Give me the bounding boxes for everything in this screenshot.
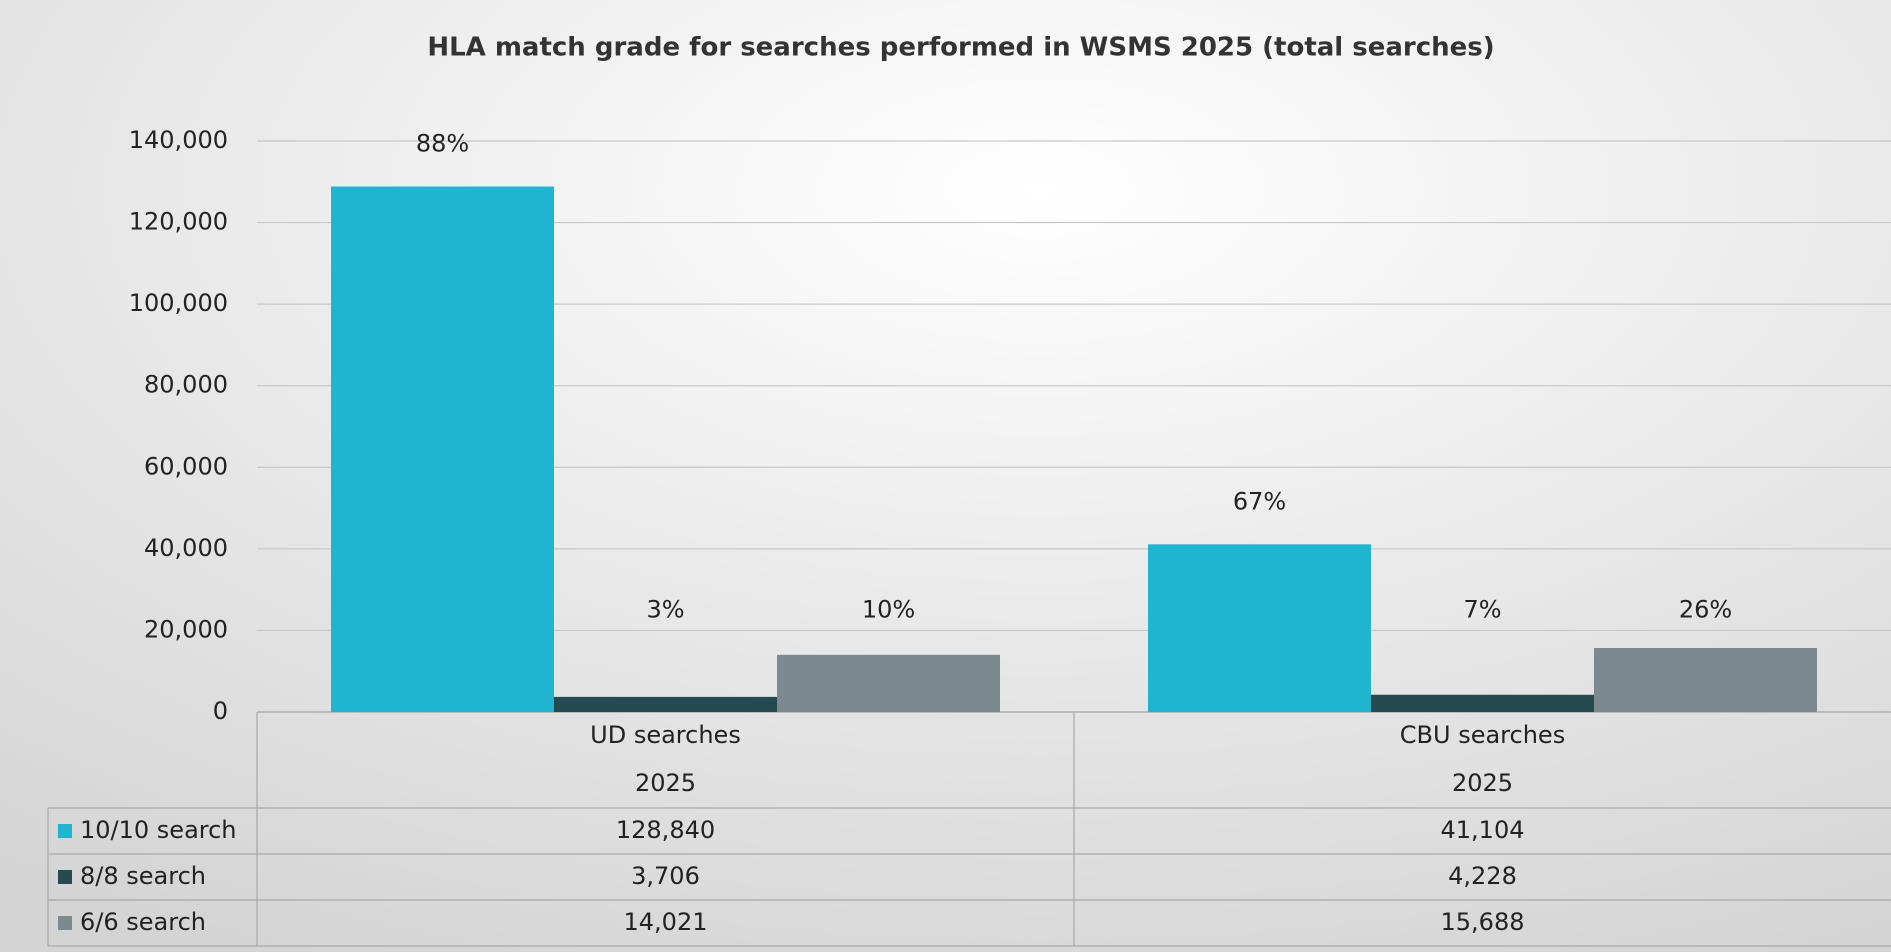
legend-swatch — [58, 916, 72, 930]
x-tick-label: UD searches — [590, 721, 741, 749]
legend-label: 8/8 search — [80, 862, 206, 890]
y-tick-label: 40,000 — [144, 534, 228, 562]
bar — [554, 696, 777, 712]
legend-swatch — [58, 870, 72, 884]
share-label: 88% — [416, 130, 469, 158]
y-tick-label: 140,000 — [129, 126, 228, 154]
share-label: 10% — [862, 595, 915, 623]
x-tick-label: CBU searches — [1400, 721, 1565, 749]
table-value: 3,706 — [631, 862, 700, 890]
bar — [331, 186, 554, 713]
y-tick-label: 100,000 — [129, 289, 228, 317]
x-tick-sublabel: 2025 — [635, 769, 696, 797]
legend-label: 6/6 search — [80, 908, 206, 936]
share-label: 67% — [1233, 487, 1286, 515]
bar — [1594, 648, 1817, 712]
share-label: 7% — [1463, 595, 1501, 623]
table-value: 128,840 — [616, 816, 715, 844]
share-label: 3% — [646, 595, 684, 623]
legend-swatch — [58, 824, 72, 838]
share-label: 26% — [1679, 595, 1732, 623]
bar — [1148, 544, 1371, 712]
table-value: 15,688 — [1441, 908, 1525, 936]
chart-title: HLA match grade for searches performed i… — [427, 33, 1494, 63]
bar — [1371, 694, 1594, 712]
y-tick-label: 60,000 — [144, 452, 228, 480]
table-value: 41,104 — [1441, 816, 1525, 844]
table-value: 14,021 — [624, 908, 708, 936]
y-tick-label: 20,000 — [144, 615, 228, 643]
bar — [777, 654, 1000, 712]
y-tick-label: 0 — [213, 697, 228, 725]
legend-label: 10/10 search — [80, 816, 237, 844]
y-tick-label: 120,000 — [129, 208, 228, 236]
y-tick-label: 80,000 — [144, 371, 228, 399]
table-value: 4,228 — [1448, 862, 1517, 890]
x-tick-sublabel: 2025 — [1452, 769, 1513, 797]
